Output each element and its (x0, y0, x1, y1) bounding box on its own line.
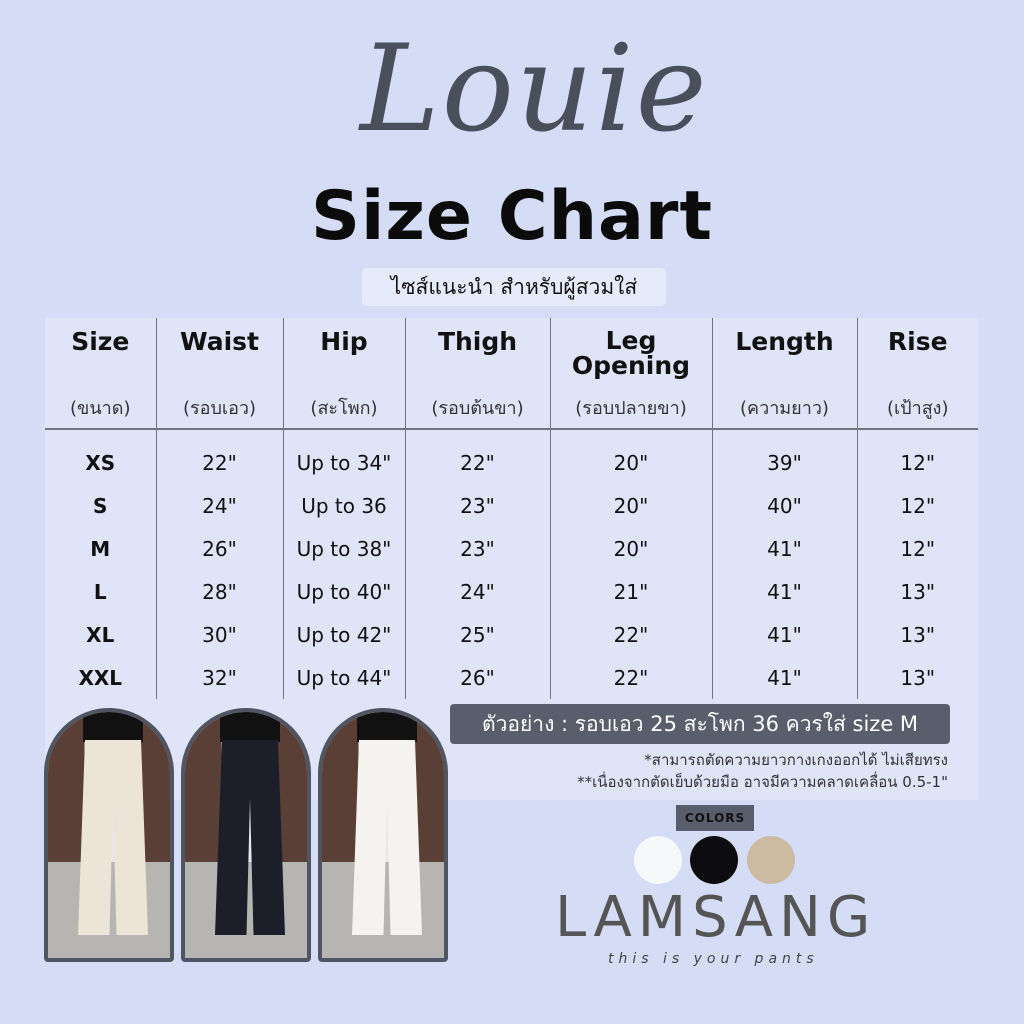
table-row: XL 30" Up to 42" 25" 22" 41" 13" (45, 613, 978, 656)
table-cell: 25" (404, 613, 550, 656)
table-cell: XS (85, 451, 116, 475)
table-cell: Up to 38" (282, 527, 405, 570)
table-row: XS 22" Up to 34" 22" 20" 39" 12" (45, 429, 978, 484)
table-cell: 20" (549, 484, 712, 527)
colors-label: COLORS (676, 805, 754, 831)
column-header: Rise (เป้าสูง) (856, 318, 978, 429)
column-header: Size (ขนาด) (45, 318, 156, 429)
table-cell: 12" (856, 527, 978, 570)
table-cell: Up to 40" (282, 570, 405, 613)
column-header: Hip (สะโพก) (282, 318, 405, 429)
table-cell: 22" (155, 429, 283, 484)
column-label: Waist (180, 327, 259, 356)
table-cell: S (93, 493, 108, 518)
table-cell: 22" (549, 656, 712, 699)
table-cell: 23" (404, 527, 550, 570)
note-2: **เนื่องจากตัดเย็บด้วยมือ อาจมีความคลาดเ… (577, 773, 948, 791)
table-cell: 24" (155, 484, 283, 527)
column-label: Rise (887, 327, 948, 356)
color-swatch-black (690, 836, 738, 884)
column-header: Thigh (รอบต้นขา) (404, 318, 550, 429)
table-cell: L (93, 579, 107, 604)
table-cell: Up to 44" (282, 656, 405, 699)
table-cell: 12" (856, 484, 978, 527)
table-cell: 32" (155, 656, 283, 699)
page-title: Size Chart (311, 177, 713, 256)
table-cell: 41" (711, 570, 857, 613)
table-cell: 12" (856, 429, 978, 484)
column-header: Waist (รอบเอว) (155, 318, 283, 429)
table-cell: 41" (711, 613, 857, 656)
product-photo (181, 708, 311, 962)
table-row: S 24" Up to 36 23" 20" 40" 12" (45, 484, 978, 527)
table-cell: 28" (155, 570, 283, 613)
table-cell: XL (86, 622, 115, 647)
color-swatch-beige (747, 836, 795, 884)
column-sublabel: (เป้าสูง) (886, 398, 949, 419)
table-cell: 24" (404, 570, 550, 613)
column-sublabel: (ขนาด) (70, 398, 131, 419)
column-label: Size (71, 327, 130, 356)
table-cell: M (90, 536, 111, 561)
table-cell: 30" (155, 613, 283, 656)
column-sublabel: (สะโพก) (310, 398, 378, 419)
table-cell: 23" (404, 484, 550, 527)
table-cell: 20" (549, 429, 712, 484)
subtitle-badge: ไซส์แนะนำ สำหรับผู้สวมใส่ (362, 268, 666, 306)
table-row: M 26" Up to 38" 23" 20" 41" 12" (45, 527, 978, 570)
table-cell: Up to 42" (282, 613, 405, 656)
column-header: Length (ความยาว) (711, 318, 857, 429)
table-cell: 22" (549, 613, 712, 656)
column-sublabel: (ความยาว) (740, 398, 829, 419)
table-cell: 20" (549, 527, 712, 570)
table-cell: 13" (856, 570, 978, 613)
product-photo (44, 708, 174, 962)
table-cell: Up to 36 (282, 484, 405, 527)
column-label: Thigh (437, 327, 518, 356)
size-table: Size (ขนาด) Waist (รอบเอว) Hip (สะโพก) Thigh (ร… (45, 318, 978, 699)
column-label: Hip (320, 327, 368, 356)
table-cell: 26" (404, 656, 550, 699)
note-1: *สามารถตัดความยาวกางเกงออกได้ ไม่เสียทรง (644, 751, 948, 769)
column-label: Leg Opening (571, 326, 691, 380)
table-cell: Up to 34" (282, 429, 405, 484)
table-cell: 41" (711, 656, 857, 699)
table-cell: 13" (856, 613, 978, 656)
color-swatch-white (634, 836, 682, 884)
table-cell: XXL (78, 665, 123, 690)
table-cell: 41" (711, 527, 857, 570)
table-row: L 28" Up to 40" 24" 21" 41" 13" (45, 570, 978, 613)
column-header: Leg Opening (รอบปลายขา) (549, 318, 712, 429)
table-cell: 21" (549, 570, 712, 613)
table-row: XXL 32" Up to 44" 26" 22" 41" 13" (45, 656, 978, 699)
example-banner: ตัวอย่าง : รอบเอว 25 สะโพก 36 ควรใส่ siz… (450, 704, 950, 744)
column-label: Length (735, 327, 834, 356)
table-cell: 26" (155, 527, 283, 570)
table-cell: 13" (856, 656, 978, 699)
table-cell: 22" (404, 429, 550, 484)
brand-logo: LAMSANG (555, 885, 877, 950)
product-photo (318, 708, 448, 962)
script-title: Louie (360, 20, 709, 159)
table-cell: 40" (711, 484, 857, 527)
column-sublabel: (รอบต้นขา) (431, 398, 524, 419)
column-sublabel: (รอบปลายขา) (575, 398, 687, 419)
column-sublabel: (รอบเอว) (182, 398, 257, 419)
table-cell: 39" (711, 429, 857, 484)
brand-tagline: this is your pants (608, 951, 819, 967)
